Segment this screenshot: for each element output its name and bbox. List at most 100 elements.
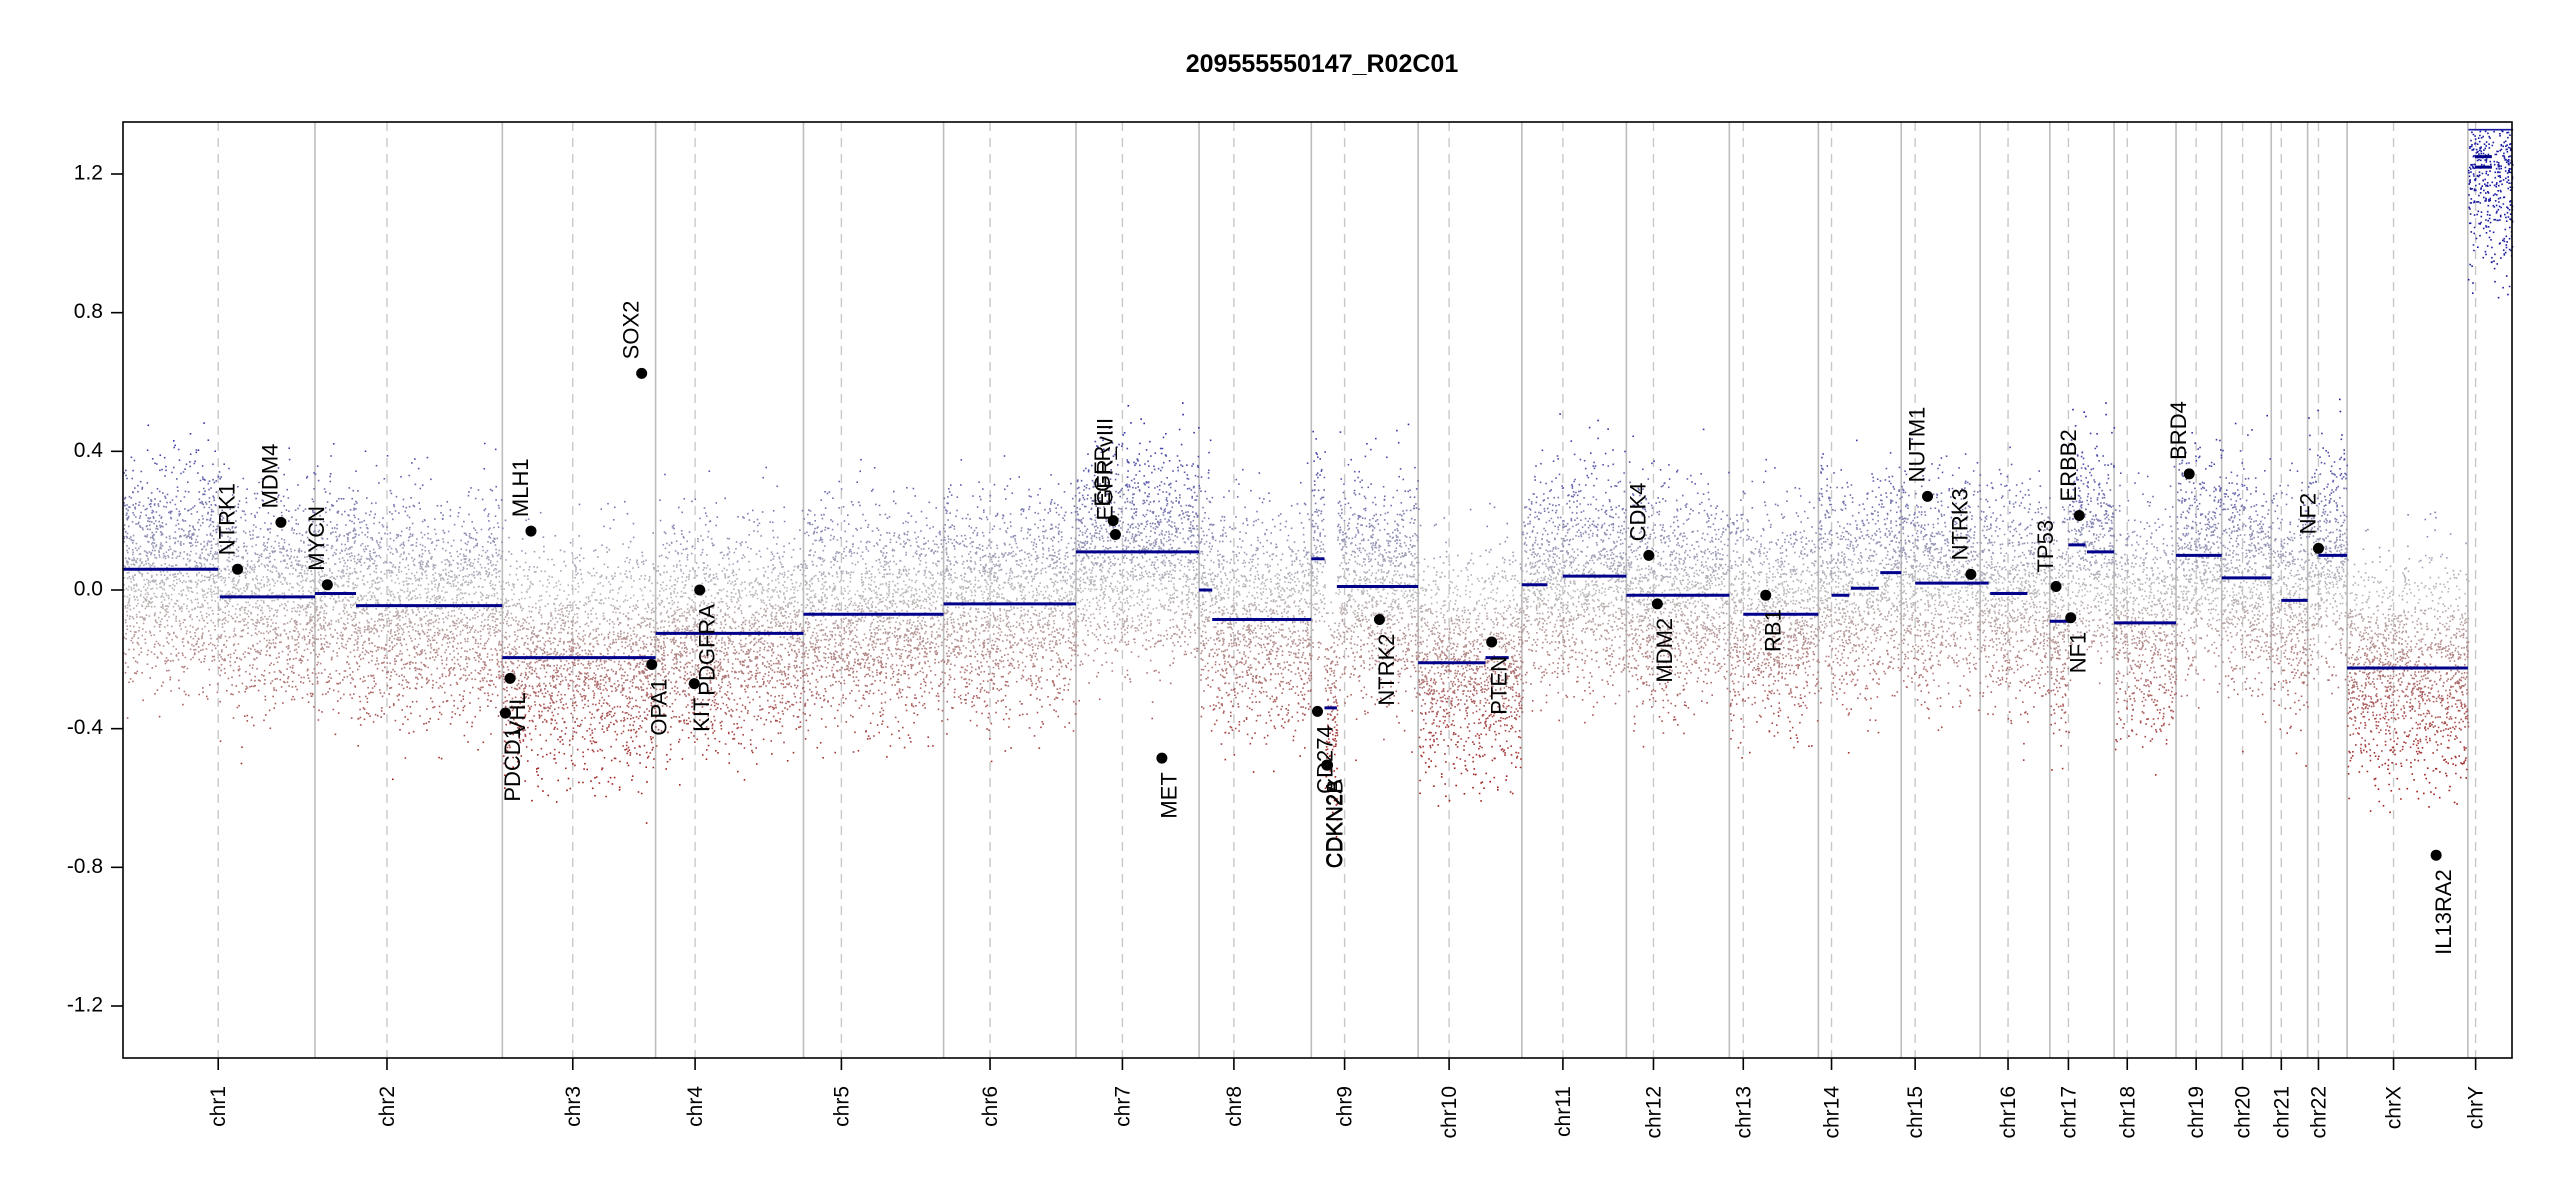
probes-chr11 xyxy=(1529,519,1595,523)
probes-chr10 xyxy=(1421,755,1519,758)
probes-chr14 xyxy=(1821,467,1888,471)
probes-chr5 xyxy=(807,679,882,683)
probes-chr20 xyxy=(2223,596,2263,600)
probes-chr11 xyxy=(1564,535,1599,538)
probes-chr9 xyxy=(1340,504,1415,507)
probes-chr17 xyxy=(2110,535,2116,538)
probes-chr16 xyxy=(1990,575,2051,578)
probes-chr19 xyxy=(2187,607,2190,609)
probes-chr18 xyxy=(2115,560,2170,562)
probes-chr6 xyxy=(1059,692,1061,694)
probes-chr19 xyxy=(2185,578,2220,581)
probes-chr4 xyxy=(716,706,786,710)
probes-chr3 xyxy=(512,584,604,588)
probes-chr13 xyxy=(1796,621,1801,624)
probes-chr14 xyxy=(1850,680,1853,683)
probes-chr14 xyxy=(1835,692,1862,695)
probes-chr7 xyxy=(1099,612,1191,615)
probes-chr10 xyxy=(1439,638,1523,641)
probes-chr8 xyxy=(1215,719,1304,722)
probes-chr9 xyxy=(1323,597,1400,601)
probes-chr3 xyxy=(518,736,654,739)
probes-chr1 xyxy=(140,562,300,565)
probes-chr12 xyxy=(1663,482,1666,485)
probes-chr4 xyxy=(661,653,805,656)
probes-chr11 xyxy=(1539,480,1622,484)
probes-chr7 xyxy=(1096,647,1199,651)
probes-chr14 xyxy=(1830,554,1901,557)
probes-chr18 xyxy=(2132,554,2168,557)
probes-chr8 xyxy=(1203,533,1305,537)
probes-chr11 xyxy=(1541,646,1621,649)
probes-chr16 xyxy=(1981,549,2032,552)
probes-chr10 xyxy=(1431,743,1475,746)
probes-chr3 xyxy=(540,570,658,572)
probes-chr1 xyxy=(146,572,308,575)
probes-chr21 xyxy=(2283,538,2294,542)
probes-chr20 xyxy=(2243,666,2246,668)
probes-chr4 xyxy=(667,678,781,681)
probes-chr11 xyxy=(1581,699,1584,701)
probes-chr13 xyxy=(1731,664,1800,667)
probes-chr2 xyxy=(316,587,496,590)
probes-chr6 xyxy=(947,633,1078,636)
probes-chr3 xyxy=(574,557,585,560)
probes-chr11 xyxy=(1546,640,1583,643)
probes-chr6 xyxy=(950,619,1069,622)
probes-chr5 xyxy=(907,512,910,514)
probes-chr20 xyxy=(2224,594,2260,597)
probes-chr6 xyxy=(1020,703,1077,706)
probes-chr1 xyxy=(203,422,205,424)
probes-chr7 xyxy=(1095,529,1192,532)
probes-chr5 xyxy=(860,458,862,461)
probes-chr10 xyxy=(1428,765,1522,769)
probes-chr14 xyxy=(1824,594,1899,597)
probes-chr11 xyxy=(1522,689,1594,692)
probes-chr20 xyxy=(2222,613,2259,616)
probes-chr22 xyxy=(2311,658,2314,660)
probes-chr17 xyxy=(2096,499,2099,501)
probes-chr3 xyxy=(522,607,654,610)
probes-chr8 xyxy=(1245,718,1284,720)
probes-chr11 xyxy=(1585,622,1624,624)
probes-chr20 xyxy=(2233,667,2241,670)
probes-chr18 xyxy=(2116,591,2173,595)
probes-chr11 xyxy=(1528,498,1611,501)
probes-chr2 xyxy=(319,598,483,602)
probes-chr13 xyxy=(1751,551,1814,555)
probes-chr3 xyxy=(531,632,629,635)
probes-chr11 xyxy=(1564,651,1598,654)
probes-chr17 xyxy=(2060,595,2104,598)
probes-chr4 xyxy=(665,588,804,591)
probes-chr2 xyxy=(324,668,492,672)
probes-chr9 xyxy=(1326,670,1417,673)
probes-chr7 xyxy=(1085,608,1183,612)
probes-chr18 xyxy=(2146,607,2149,610)
probes-chr6 xyxy=(971,705,1043,708)
probes-chr19 xyxy=(2194,442,2196,444)
probes-chr6 xyxy=(946,663,1035,665)
probes-chr4 xyxy=(677,552,774,555)
probes-chr16 xyxy=(2009,530,2018,533)
probes-chr5 xyxy=(843,548,933,551)
probes-chr4 xyxy=(671,666,801,670)
probes-chr10 xyxy=(1429,738,1462,741)
probes-chr7 xyxy=(1102,457,1104,460)
probes-chr6 xyxy=(1049,503,1059,506)
probes-chr10 xyxy=(1436,601,1478,604)
probes-chr1 xyxy=(178,687,275,690)
probes-chr21 xyxy=(2282,679,2287,682)
probes-chr8 xyxy=(1201,577,1299,581)
probes-chr11 xyxy=(1523,624,1626,627)
probes-chr4 xyxy=(663,570,767,574)
probes-chr2 xyxy=(320,510,407,513)
probes-chr9 xyxy=(1313,576,1402,579)
probes-chr17 xyxy=(2107,593,2114,596)
probes-chr4 xyxy=(656,659,796,662)
probes-chr6 xyxy=(953,580,1075,583)
probes-chr21 xyxy=(2292,677,2295,679)
probes-chr6 xyxy=(987,716,990,719)
probes-chr3 xyxy=(507,675,648,679)
probes-chr18 xyxy=(2164,593,2176,595)
probes-chr11 xyxy=(1522,611,1623,614)
